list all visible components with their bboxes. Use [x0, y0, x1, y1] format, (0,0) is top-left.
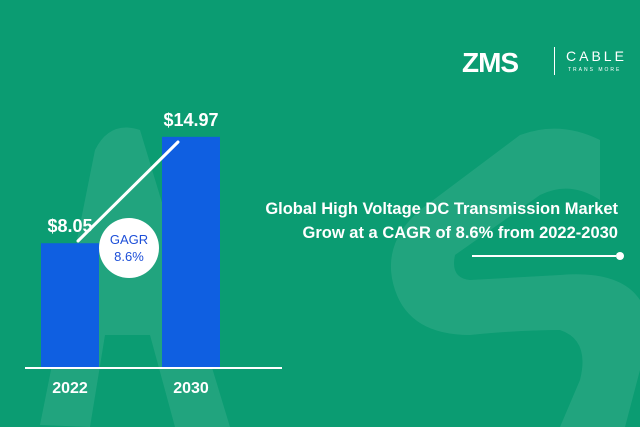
cagr-badge-value: 8.6%: [114, 249, 144, 264]
brand-logo: ZMS CABLE TRANS MORE: [462, 45, 632, 79]
cagr-badge: GAGR 8.6%: [99, 218, 159, 278]
logo-wordmark: CABLE: [566, 48, 627, 64]
category-label-group: 2022 2030: [52, 380, 209, 397]
bar-group: [41, 136, 220, 367]
headline-line-2: Grow at a CAGR of 8.6% from 2022-2030: [302, 224, 618, 242]
category-label-2030: 2030: [173, 380, 209, 397]
bar-2030: [162, 136, 220, 367]
logo-tagline: TRANS MORE: [568, 67, 622, 73]
logo-mark: ZMS: [462, 47, 519, 78]
logo-divider: [554, 47, 555, 75]
value-label-group: $8.05 $14.97: [47, 110, 218, 236]
headline-underline-dot: [616, 252, 624, 260]
cagr-badge-label: GAGR: [110, 232, 148, 247]
category-label-2022: 2022: [52, 380, 88, 397]
growth-trend-line: [76, 140, 180, 243]
headline-line-1: Global High Voltage DC Transmission Mark…: [265, 200, 618, 218]
headline: Global High Voltage DC Transmission Mark…: [198, 197, 618, 245]
value-label-2030: $14.97: [163, 110, 218, 130]
bar-2022: [41, 243, 99, 367]
value-label-2022: $8.05: [47, 216, 92, 236]
